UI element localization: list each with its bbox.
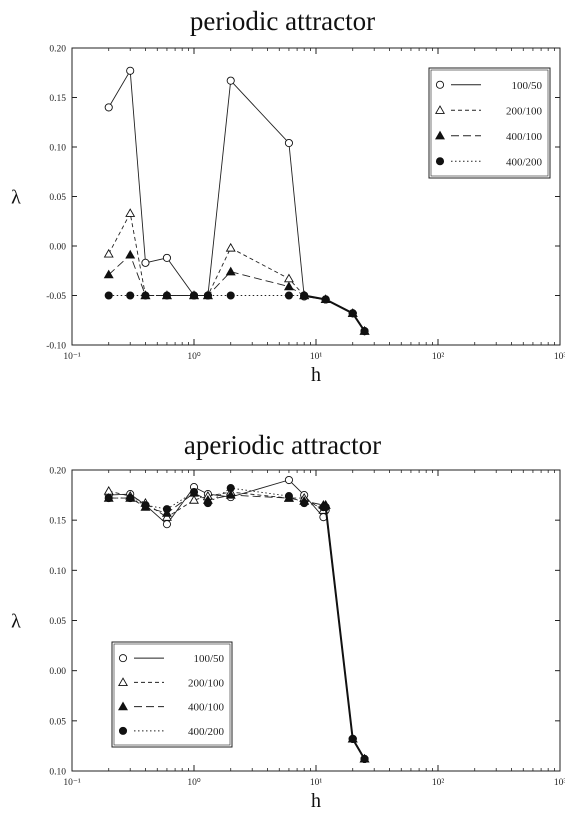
data-point-1-0-3	[162, 520, 171, 529]
tail-line-1	[323, 506, 366, 760]
legend-label-0-3: 400/200	[506, 156, 543, 168]
x-axis-label-1: h	[311, 790, 321, 812]
y-tick-label-1-0: 0.20	[49, 467, 66, 477]
y-tick-label-1-3: 0.05	[49, 617, 66, 627]
legend-marker-1-0	[118, 654, 128, 663]
data-point-0-3-6	[226, 291, 235, 300]
data-point-0-1-6	[225, 242, 236, 252]
y-tick-label-1-6: 0.10	[49, 768, 66, 778]
data-point-0-3-1	[126, 291, 135, 300]
legend-marker-0-3	[435, 157, 445, 166]
x-tick-label-1-1: 10⁰	[187, 777, 201, 788]
legend-label-0-2: 400/100	[506, 131, 543, 143]
data-point-0-0-2	[141, 258, 150, 267]
legend-inner-0	[430, 69, 549, 177]
legend-marker-0-1	[435, 105, 445, 114]
x-tick-label-0-3: 10²	[432, 352, 445, 362]
tail-point-0-8	[300, 291, 309, 300]
tail-point-0-10	[348, 309, 357, 318]
y-tick-label-1-4: 0.00	[49, 667, 66, 677]
y-tick-label-0-3: 0.05	[49, 193, 66, 203]
data-point-0-1-1	[125, 208, 136, 217]
data-point-1-1-4	[189, 494, 199, 504]
series-line-0-2	[108, 254, 365, 332]
legend-label-1-3: 400/200	[188, 726, 225, 738]
data-point-0-3-3	[162, 291, 171, 300]
tail-point-1-11	[348, 734, 357, 743]
data-point-1-3-3	[162, 505, 171, 514]
y-tick-label-0-5: -0.05	[46, 292, 66, 302]
tail-point-0-9	[321, 295, 330, 304]
data-point-1-3-6	[226, 484, 235, 493]
legend-marker-1-3	[118, 726, 128, 735]
legend-marker-1-2	[118, 701, 128, 711]
y-tick-label-1-5: 0.05	[49, 717, 66, 727]
x-tick-label-0-4: 10³	[554, 352, 565, 362]
x-tick-label-0-1: 10⁰	[187, 351, 201, 362]
data-point-0-3-7	[284, 291, 293, 300]
tail-point-1-12	[360, 754, 369, 764]
series-line-0-1	[108, 211, 365, 332]
chart-title-periodic: periodic attractor	[189, 6, 376, 36]
data-point-1-3-8	[300, 499, 309, 508]
legend-inner-1	[113, 643, 231, 746]
legend-marker-0-0	[435, 80, 445, 89]
data-point-0-2-1	[125, 249, 136, 259]
data-point-0-0-1	[126, 66, 135, 75]
y-tick-label-0-0: 0.20	[49, 45, 66, 55]
x-tick-label-1-3: 10²	[432, 778, 445, 788]
legend-label-0-0: 100/50	[511, 80, 542, 92]
x-tick-label-1-4: 10³	[554, 778, 565, 788]
legend-marker-0-2	[435, 130, 445, 140]
y-tick-label-1-2: 0.10	[49, 567, 66, 577]
chart-title-aperiodic: aperiodic attractor	[183, 430, 382, 460]
y-tick-label-0-2: 0.10	[49, 144, 66, 154]
legend-label-1-0: 100/50	[193, 653, 224, 665]
data-point-0-0-6	[226, 76, 235, 85]
data-point-0-2-7	[283, 281, 294, 291]
data-point-1-3-2	[141, 501, 150, 510]
legend-box-0	[428, 67, 551, 179]
data-point-1-2-6	[225, 489, 236, 499]
data-point-0-2-6	[225, 266, 236, 276]
legend-marker-1-1	[118, 677, 128, 686]
data-point-0-3-5	[203, 291, 212, 300]
tail-line-0	[304, 294, 366, 332]
data-point-0-0-3	[162, 253, 171, 262]
y-axis-label-0: λ	[11, 187, 21, 209]
data-point-0-0-0	[104, 103, 113, 112]
legend-box-1	[111, 641, 233, 748]
y-tick-label-0-1: 0.15	[49, 94, 66, 104]
x-tick-label-1-0: 10⁻¹	[63, 778, 81, 788]
data-point-1-3-1	[126, 494, 135, 503]
data-point-0-1-7	[283, 273, 294, 283]
legend-label-1-2: 400/100	[188, 702, 225, 714]
y-tick-label-1-1: 0.15	[49, 517, 66, 527]
data-point-0-0-7	[284, 138, 293, 148]
y-tick-label-0-4: 0.00	[49, 243, 66, 253]
y-axis-label-1: λ	[11, 611, 21, 633]
data-point-0-3-4	[189, 291, 199, 300]
y-tick-label-0-6: -0.10	[46, 342, 66, 352]
x-tick-label-0-0: 10⁻¹	[63, 352, 81, 362]
data-point-1-3-4	[189, 488, 199, 497]
x-tick-label-1-2: 10¹	[310, 778, 323, 788]
tail-point-0-11	[360, 327, 369, 336]
data-point-1-3-0	[104, 494, 113, 503]
x-axis-label-0: h	[311, 364, 321, 386]
data-point-1-0-7	[284, 475, 293, 485]
data-point-0-3-0	[104, 291, 113, 300]
data-point-0-2-0	[103, 269, 114, 279]
x-tick-label-0-2: 10¹	[310, 352, 323, 362]
data-point-1-3-5	[203, 499, 212, 508]
legend-label-1-1: 200/100	[188, 677, 225, 689]
data-point-0-3-2	[141, 291, 150, 300]
data-point-0-1-0	[103, 248, 114, 258]
tail-point-1-10	[321, 503, 330, 512]
legend-label-0-1: 200/100	[506, 105, 543, 117]
data-point-1-3-7	[284, 492, 293, 501]
